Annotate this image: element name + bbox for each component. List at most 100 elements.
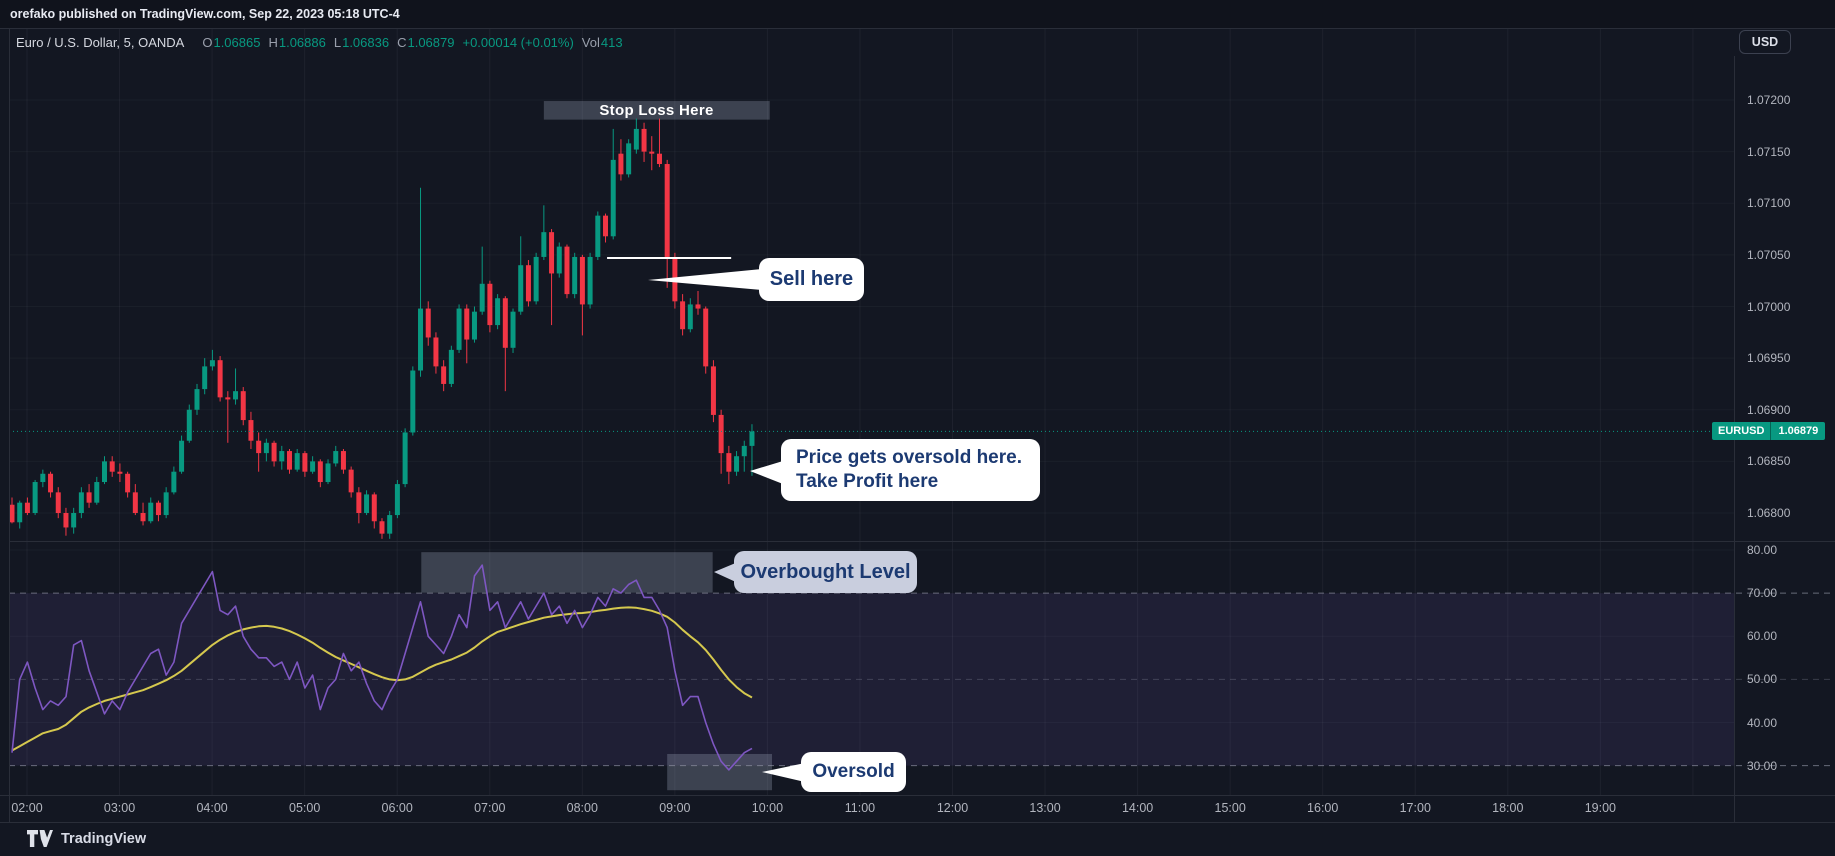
candle-body (256, 440, 262, 454)
candle-body (664, 164, 670, 257)
candle-body (217, 360, 223, 398)
candle-body (464, 308, 470, 340)
ohlc-high-value: 1.06886 (278, 35, 326, 50)
candle-body (387, 515, 393, 534)
candle-body (125, 473, 131, 493)
candle-body (279, 451, 285, 462)
rsi-axis-label: 60.00 (1747, 629, 1778, 644)
time-axis-label: 07:00 (474, 801, 506, 815)
candle-body (40, 473, 46, 483)
candle-body (703, 308, 709, 367)
candle-body (317, 461, 323, 483)
candle-body (364, 494, 370, 513)
footer: TradingView (27, 828, 146, 850)
ohlc-close-label: C (397, 35, 407, 50)
candle-body (202, 366, 208, 390)
publish-text: orefako published on TradingView.com, Se… (10, 7, 400, 21)
badge-symbol: EURUSD (1712, 422, 1772, 441)
candle-body (148, 502, 154, 522)
candle-body (510, 311, 516, 348)
candle-body (32, 482, 38, 513)
candle-body (55, 492, 61, 513)
sell-callout-tail (648, 269, 762, 290)
candle-body (549, 232, 555, 274)
candle-body (618, 153, 624, 175)
price-axis-label: 1.07050 (1747, 247, 1791, 262)
candle-body (394, 484, 400, 516)
candle-body (86, 492, 92, 503)
take-profit-line1: Price gets oversold here. (796, 447, 1022, 468)
candle-body (410, 370, 416, 433)
time-axis-label: 13:00 (1029, 801, 1061, 815)
candle-body (186, 409, 192, 441)
ohlc-high-label: H (268, 35, 278, 50)
ohlc-open-label: O (202, 35, 213, 50)
candle-body (695, 304, 701, 309)
candle-body (502, 298, 508, 348)
candle-body (518, 265, 524, 312)
price-axis-label: 1.07000 (1747, 299, 1791, 314)
price-axis-label: 1.06800 (1747, 506, 1791, 520)
tradingview-logo-icon[interactable] (27, 830, 53, 848)
candle-body (541, 232, 547, 257)
symbol-title: Euro / U.S. Dollar, 5, OANDA (16, 35, 185, 50)
take-profit-callout-tail (750, 461, 783, 484)
candle-body (155, 502, 161, 516)
candle-body (78, 492, 84, 513)
candle-body (710, 366, 716, 415)
time-axis-label: 19:00 (1584, 801, 1616, 815)
oversold-callout-tail (762, 763, 805, 782)
candle-body (633, 128, 639, 150)
candle-body (294, 453, 300, 470)
time-axis-label: 04:00 (196, 801, 228, 815)
currency-toggle-button[interactable]: USD (1739, 30, 1791, 54)
price-axis-label: 1.06850 (1747, 454, 1791, 469)
candle-body (263, 442, 269, 454)
stop-loss-zone-rect (543, 101, 770, 120)
candle-body (163, 492, 169, 516)
candle-body (340, 451, 346, 470)
candle-body (687, 304, 693, 330)
time-axis-label: 14:00 (1121, 801, 1154, 815)
take-profit-line2: Take Profit here (796, 471, 939, 492)
time-axis-label: 06:00 (381, 801, 413, 815)
candle-body (641, 128, 647, 152)
candle-body (325, 463, 331, 483)
rsi-band-fill (9, 593, 1734, 766)
candle-body (649, 151, 655, 154)
candle-body (48, 473, 54, 493)
overbought-callout-tail (714, 562, 738, 583)
candle-body (441, 366, 447, 384)
rsi-ma-line (11, 606, 753, 752)
candle-body (626, 143, 632, 175)
tradingview-brand[interactable]: TradingView (61, 831, 147, 847)
time-axis-label: 08:00 (566, 801, 598, 815)
take-profit-callout: Price gets oversold here. Take Profit he… (781, 439, 1040, 501)
candle-body (140, 513, 146, 522)
candle-body (302, 453, 308, 472)
time-axis-label: 16:00 (1307, 801, 1339, 815)
candle-body (726, 453, 732, 472)
time-axis-label: 02:00 (11, 801, 43, 815)
candle-body (233, 391, 239, 400)
candle-body (487, 283, 493, 326)
candle-body (379, 521, 385, 534)
time-axis-label: 03:00 (103, 801, 136, 815)
time-axis-label: 05:00 (289, 801, 321, 815)
candle-body (117, 471, 123, 474)
candle-body (556, 246, 562, 274)
rsi-axis-label: 50.00 (1747, 672, 1778, 687)
candle-body (533, 256, 539, 302)
candle-body (456, 308, 462, 350)
candle-body (63, 513, 69, 528)
last-price-badge: EURUSD 1.06879 (1712, 422, 1826, 441)
time-axis-label: 10:00 (751, 801, 784, 815)
candle-body (610, 159, 616, 237)
candle-body (425, 308, 431, 338)
candle-body (495, 298, 501, 326)
candle-body (579, 256, 585, 305)
candle-body (587, 256, 593, 305)
rsi-axis-label: 80.00 (1747, 543, 1778, 557)
